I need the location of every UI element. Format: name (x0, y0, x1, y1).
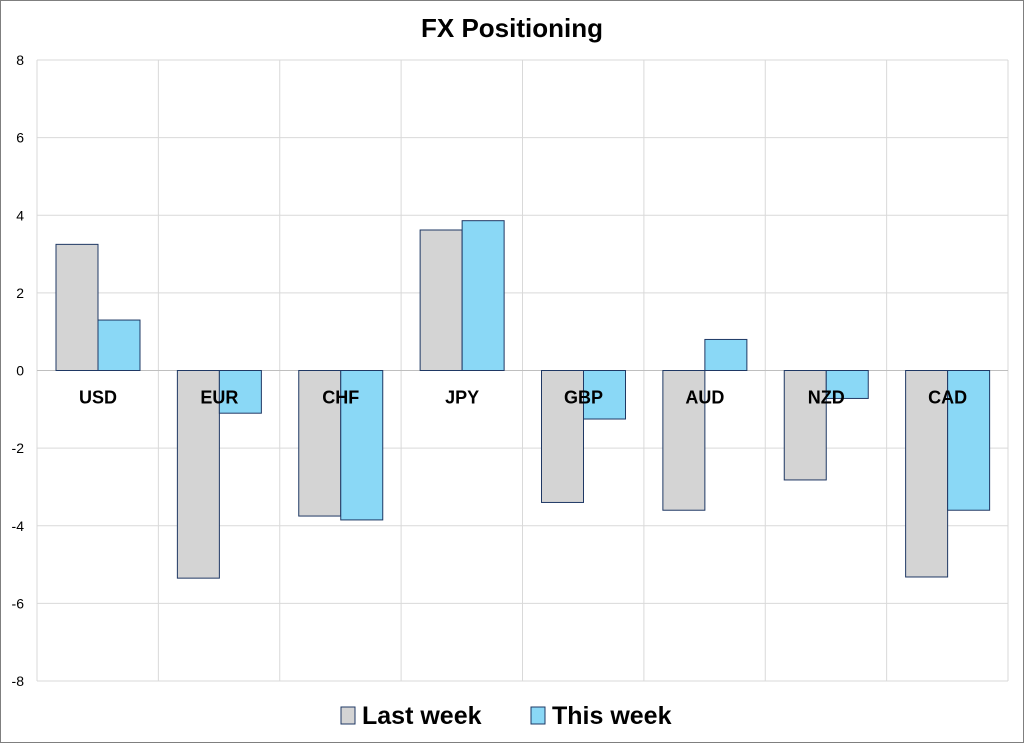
category-label-gbp: GBP (564, 388, 603, 408)
category-label-nzd: NZD (808, 388, 845, 408)
category-label-aud: AUD (685, 388, 724, 408)
bar-last-week-jpy (419, 229, 463, 371)
bar-last-week-nzd (783, 370, 827, 481)
grid (36, 59, 1009, 682)
chart-title: FX Positioning (421, 13, 603, 43)
legend-label-this-week: This week (552, 702, 672, 730)
bar-this-week-usd (97, 319, 141, 372)
bar-last-week-chf (298, 370, 342, 517)
y-tick-label: -2 (12, 440, 25, 456)
legend-swatch-this-week (530, 706, 546, 725)
category-label-usd: USD (79, 388, 117, 408)
bar-this-week-gbp (583, 370, 626, 420)
bar-this-week-jpy (461, 220, 505, 371)
category-labels: USD EUR CHF JPY GBP AUD NZD CAD (79, 388, 967, 408)
legend-swatch-last-week (340, 706, 356, 725)
category-label-chf: CHF (322, 388, 359, 408)
category-label-cad: CAD (928, 388, 967, 408)
bar-last-week-gbp (541, 370, 584, 503)
y-tick-label: 6 (16, 130, 24, 146)
category-label-jpy: JPY (445, 388, 479, 408)
bar-last-week-cad (905, 370, 949, 578)
y-tick-label: -4 (12, 518, 25, 534)
bar-this-week-aud (704, 338, 748, 372)
bars (55, 220, 991, 579)
bar-this-week-eur (218, 370, 262, 414)
legend: Last week This week (340, 702, 672, 730)
y-tick-label: 2 (16, 285, 24, 301)
bar-this-week-nzd (825, 370, 869, 399)
bar-last-week-aud (662, 370, 706, 511)
bar-last-week-usd (55, 243, 99, 371)
y-tick-label: 4 (16, 207, 24, 223)
y-tick-label: 0 (16, 363, 24, 379)
legend-label-last-week: Last week (362, 702, 482, 730)
category-label-eur: EUR (200, 388, 238, 408)
y-axis: 8 6 4 2 0 -2 -4 -6 -8 (12, 52, 25, 689)
bar-this-week-chf (340, 370, 384, 521)
bar-this-week-cad (947, 370, 991, 511)
y-tick-label: 8 (16, 52, 24, 68)
y-tick-label: -6 (12, 595, 25, 611)
y-tick-label: -8 (12, 673, 25, 689)
bar-last-week-eur (176, 370, 220, 579)
